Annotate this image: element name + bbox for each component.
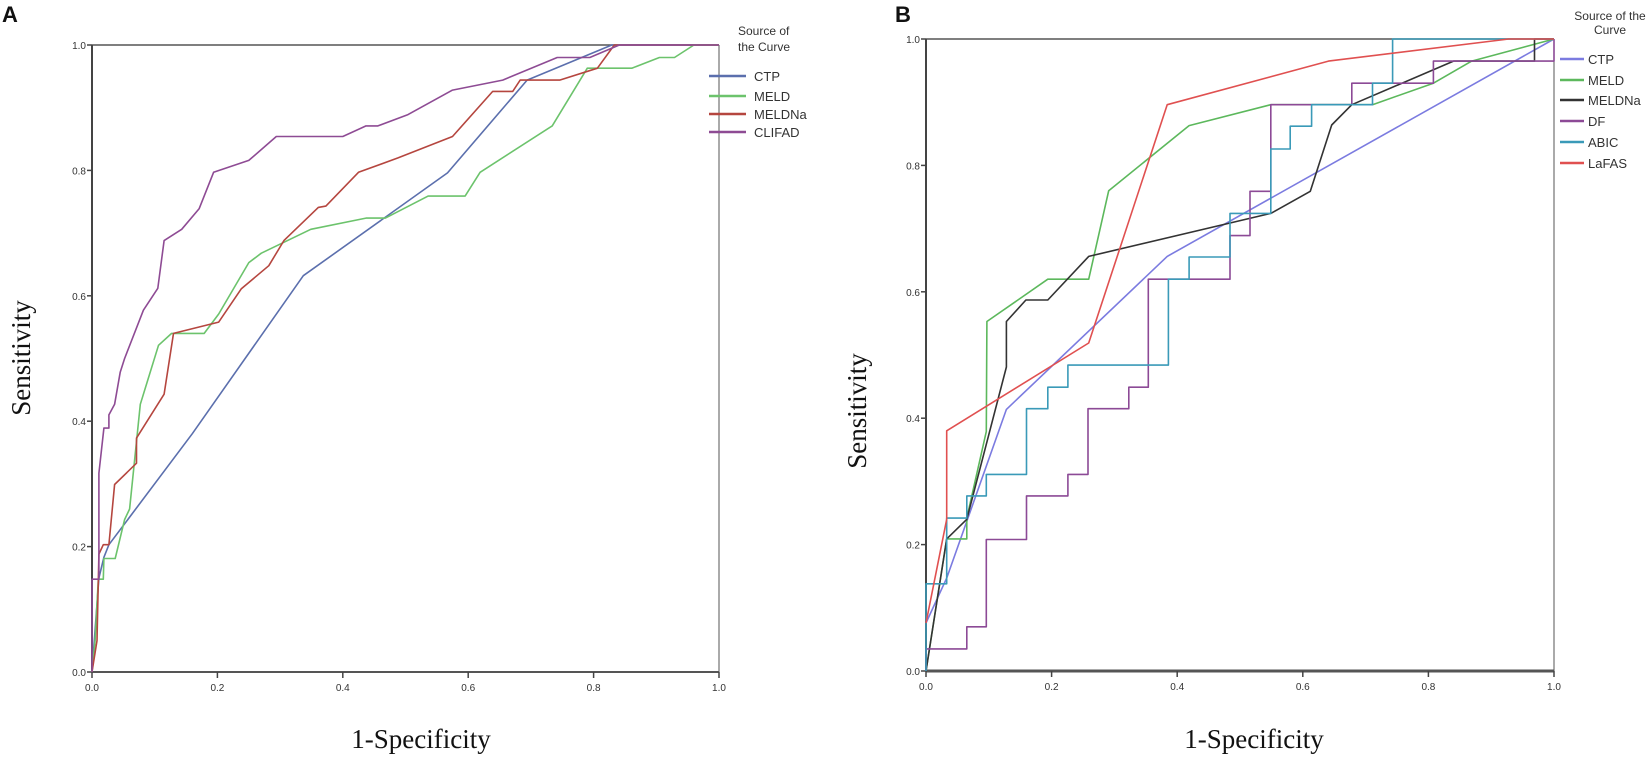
y-axis-title: Sensitivity <box>842 353 872 469</box>
series-line-meldna <box>91 44 719 673</box>
legend-entry: MELD <box>1588 73 1624 88</box>
legend-entry: MELD <box>754 89 790 104</box>
x-tick-label: 0.4 <box>1170 682 1184 693</box>
x-axis-title: 1-Specificity <box>351 724 491 754</box>
y-tick-label: 1.0 <box>72 41 86 52</box>
legend-entry: CTP <box>754 69 780 84</box>
y-tick-label: 0.2 <box>906 541 920 552</box>
series-line-meldna <box>925 38 1554 672</box>
y-tick-label: 0.6 <box>72 292 86 303</box>
x-tick-label: 0.6 <box>461 683 475 694</box>
legend-entry: DF <box>1588 114 1605 129</box>
panel-A: A 0.0 0.2 0.4 0.6 0.8 1.0 0.0 0.2 0.4 0.6 0.8 1.0 1-S… <box>2 2 808 754</box>
legend-title: the Curve <box>738 40 790 54</box>
y-tick-label: 0.8 <box>72 166 86 177</box>
legend-title: Source of <box>738 24 790 38</box>
legend-title: Source of the <box>1574 9 1646 23</box>
legend-entry: ABIC <box>1588 135 1618 150</box>
y-tick-label: 0.4 <box>72 417 86 428</box>
series-line-meld <box>925 38 1555 672</box>
x-tick-label: 0.2 <box>1045 682 1059 693</box>
y-tick-label: 1.0 <box>906 35 920 46</box>
y-tick-label: 0.6 <box>906 288 920 299</box>
series-line-lafas <box>925 38 1554 624</box>
x-tick-label: 0.6 <box>1296 682 1310 693</box>
y-tick-label: 0.0 <box>906 667 920 678</box>
x-tick-label: 0.0 <box>85 683 99 694</box>
x-tick-label: 0.4 <box>336 683 350 694</box>
panel-B: B 0.0 0.2 0.4 0.6 0.8 1.0 0.0 0.2 0.4 0.6 0.8 1.0 1-S… <box>842 2 1646 754</box>
y-axis-title: Sensitivity <box>6 300 36 416</box>
series-line-abic <box>925 38 1554 671</box>
series-line-ctp <box>925 38 1555 624</box>
legend-entry: MELDNa <box>1588 93 1642 108</box>
legend-entry: CLIFAD <box>754 125 800 140</box>
x-axis-title: 1-Specificity <box>1184 724 1324 754</box>
x-tick-label: 0.8 <box>587 683 601 694</box>
x-tick-label: 1.0 <box>1547 682 1561 693</box>
x-tick-label: 1.0 <box>712 683 726 694</box>
series-line-clifad <box>91 44 719 672</box>
panel-label: A <box>2 2 18 27</box>
x-tick-label: 0.8 <box>1421 682 1435 693</box>
y-tick-label: 0.0 <box>72 668 86 679</box>
legend-entry: MELDNa <box>754 107 808 122</box>
y-tick-label: 0.2 <box>72 543 86 554</box>
series-line-ctp <box>91 44 719 673</box>
legend-entry: LaFAS <box>1588 156 1627 171</box>
legend-entry: CTP <box>1588 52 1614 67</box>
y-tick-label: 0.8 <box>906 161 920 172</box>
x-tick-label: 0.0 <box>919 682 933 693</box>
legend-title: Curve <box>1594 23 1626 37</box>
panel-label: B <box>895 2 911 27</box>
series-line-df <box>925 39 1555 671</box>
series-line-meld <box>91 44 719 673</box>
x-tick-label: 0.2 <box>210 683 224 694</box>
legend: Source of the Curve CTP MELD MELDNa CLIFAD <box>709 24 808 140</box>
y-tick-label: 0.4 <box>906 414 920 425</box>
